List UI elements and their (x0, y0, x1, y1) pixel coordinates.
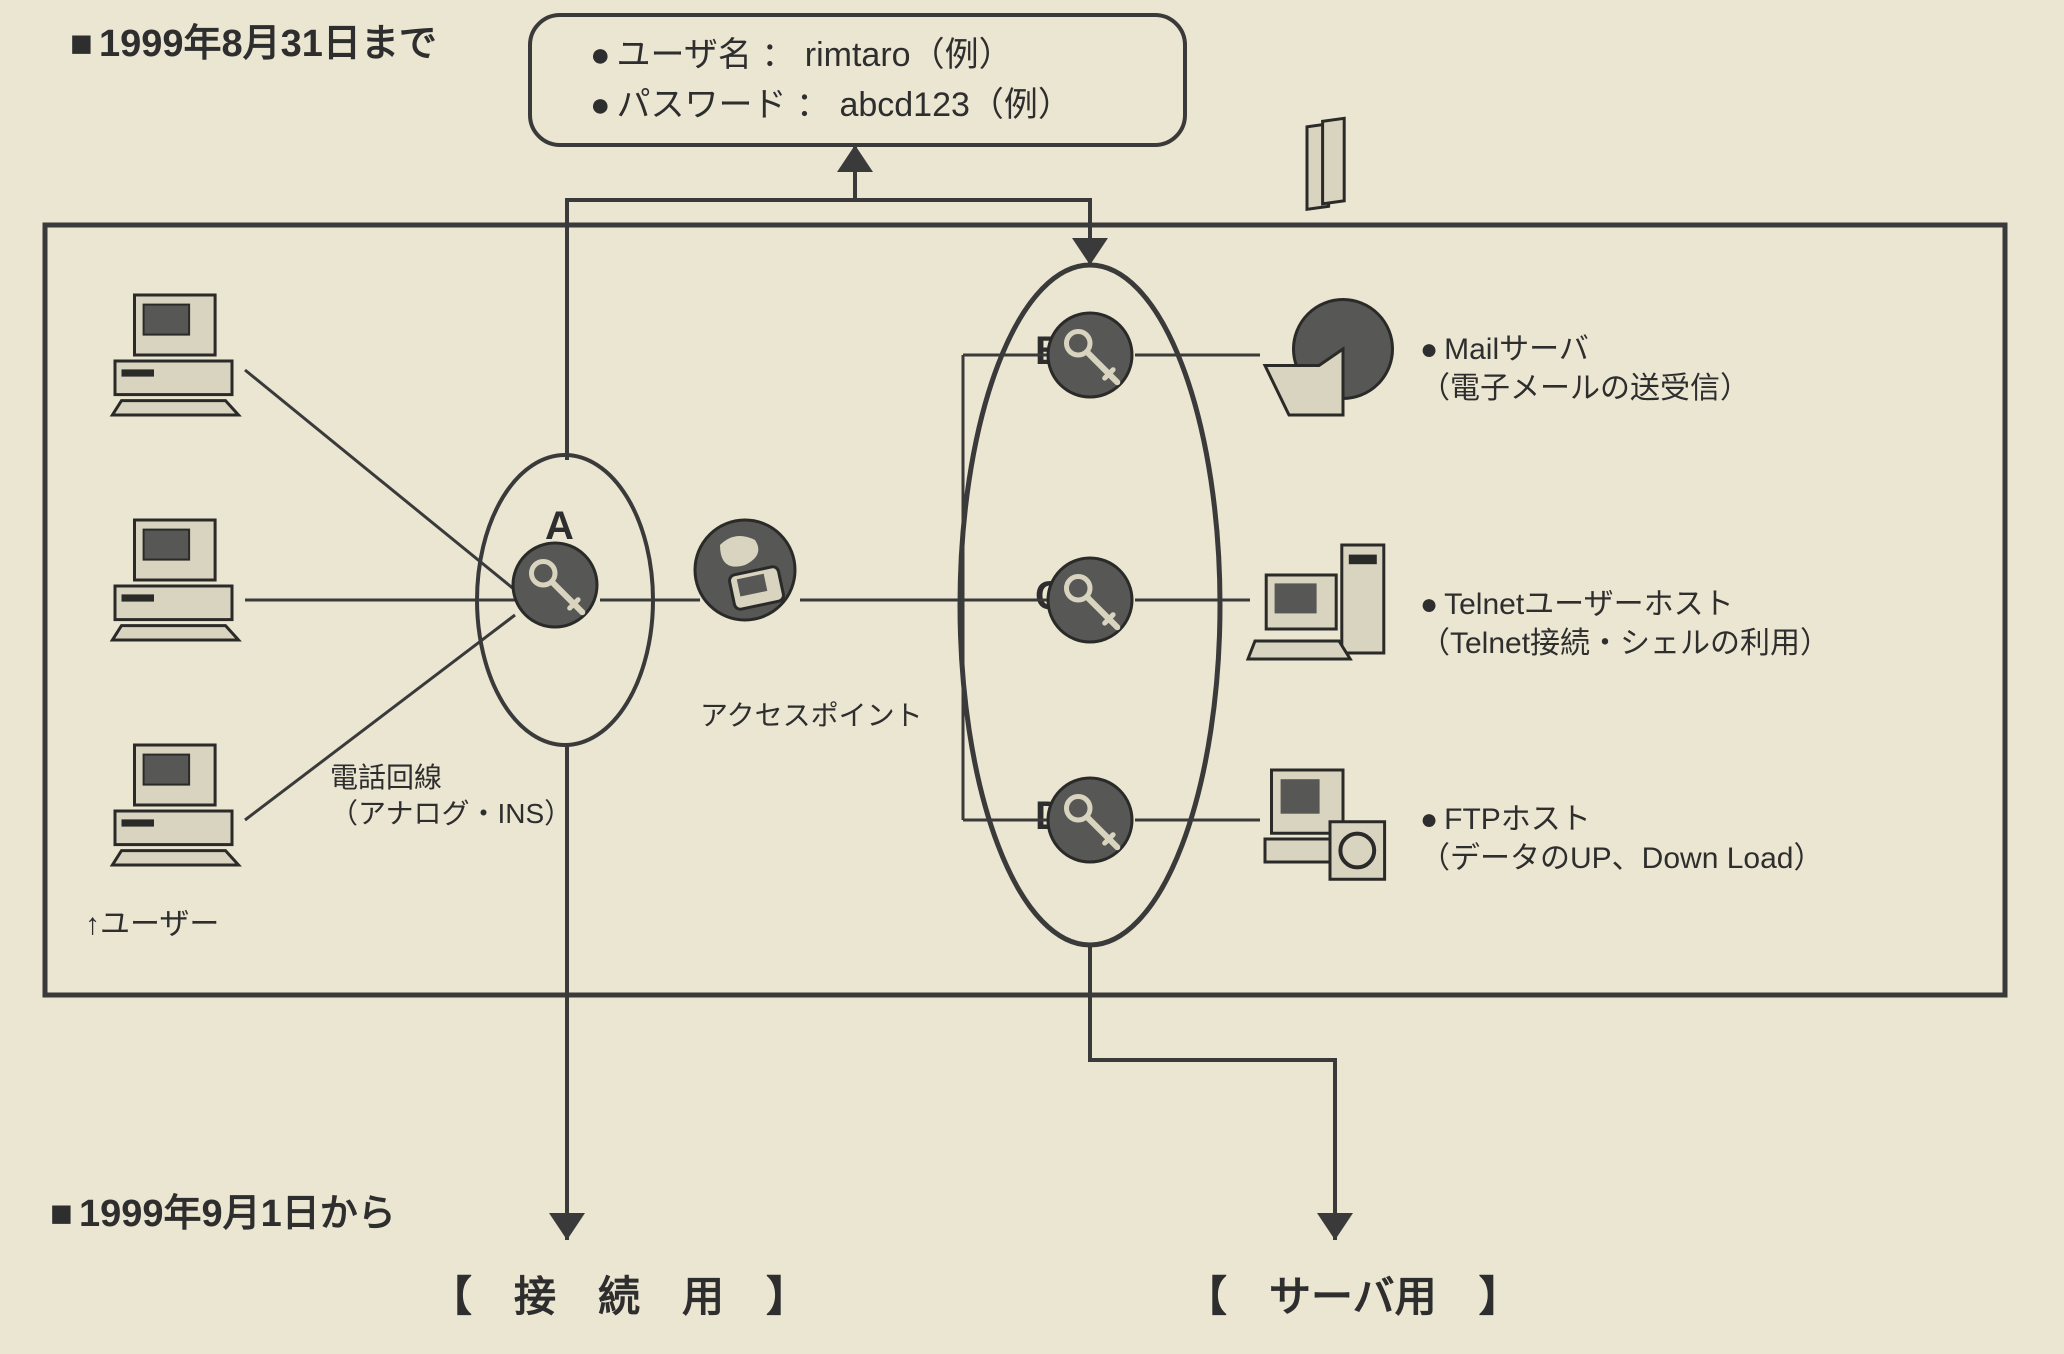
arrowhead (1317, 1213, 1353, 1240)
arrowhead (1072, 238, 1108, 265)
arrow-BCD_to_footer_right (1090, 944, 1335, 1240)
mail-server-icon (1265, 118, 1393, 415)
pc-icon-2 (112, 520, 238, 640)
arrowhead (837, 145, 873, 172)
arrow-credbox_to_A (567, 145, 855, 460)
main-box (45, 225, 2005, 995)
pc-icon-3 (112, 745, 238, 865)
diagram-root: 1999年8月31日まで 1999年9月1日から ユーザ名 ： rimtaro（… (0, 0, 2064, 1354)
credentials-box (530, 15, 1185, 145)
ftp-host-icon (1265, 770, 1385, 879)
arrow-credbox_to_BCD (855, 200, 1090, 265)
pc-icon-1 (112, 295, 238, 415)
key-icon-a (513, 543, 597, 627)
key-icon-b (1048, 313, 1132, 397)
svg-layer (0, 0, 2064, 1354)
key-icon-c (1048, 558, 1132, 642)
telnet-host-icon (1248, 545, 1384, 659)
line-pc3-to-a (245, 615, 515, 820)
globe-phone-icon (695, 520, 795, 620)
line-pc1-to-a (245, 370, 515, 590)
key-icon-d (1048, 778, 1132, 862)
arrowhead (549, 1213, 585, 1240)
